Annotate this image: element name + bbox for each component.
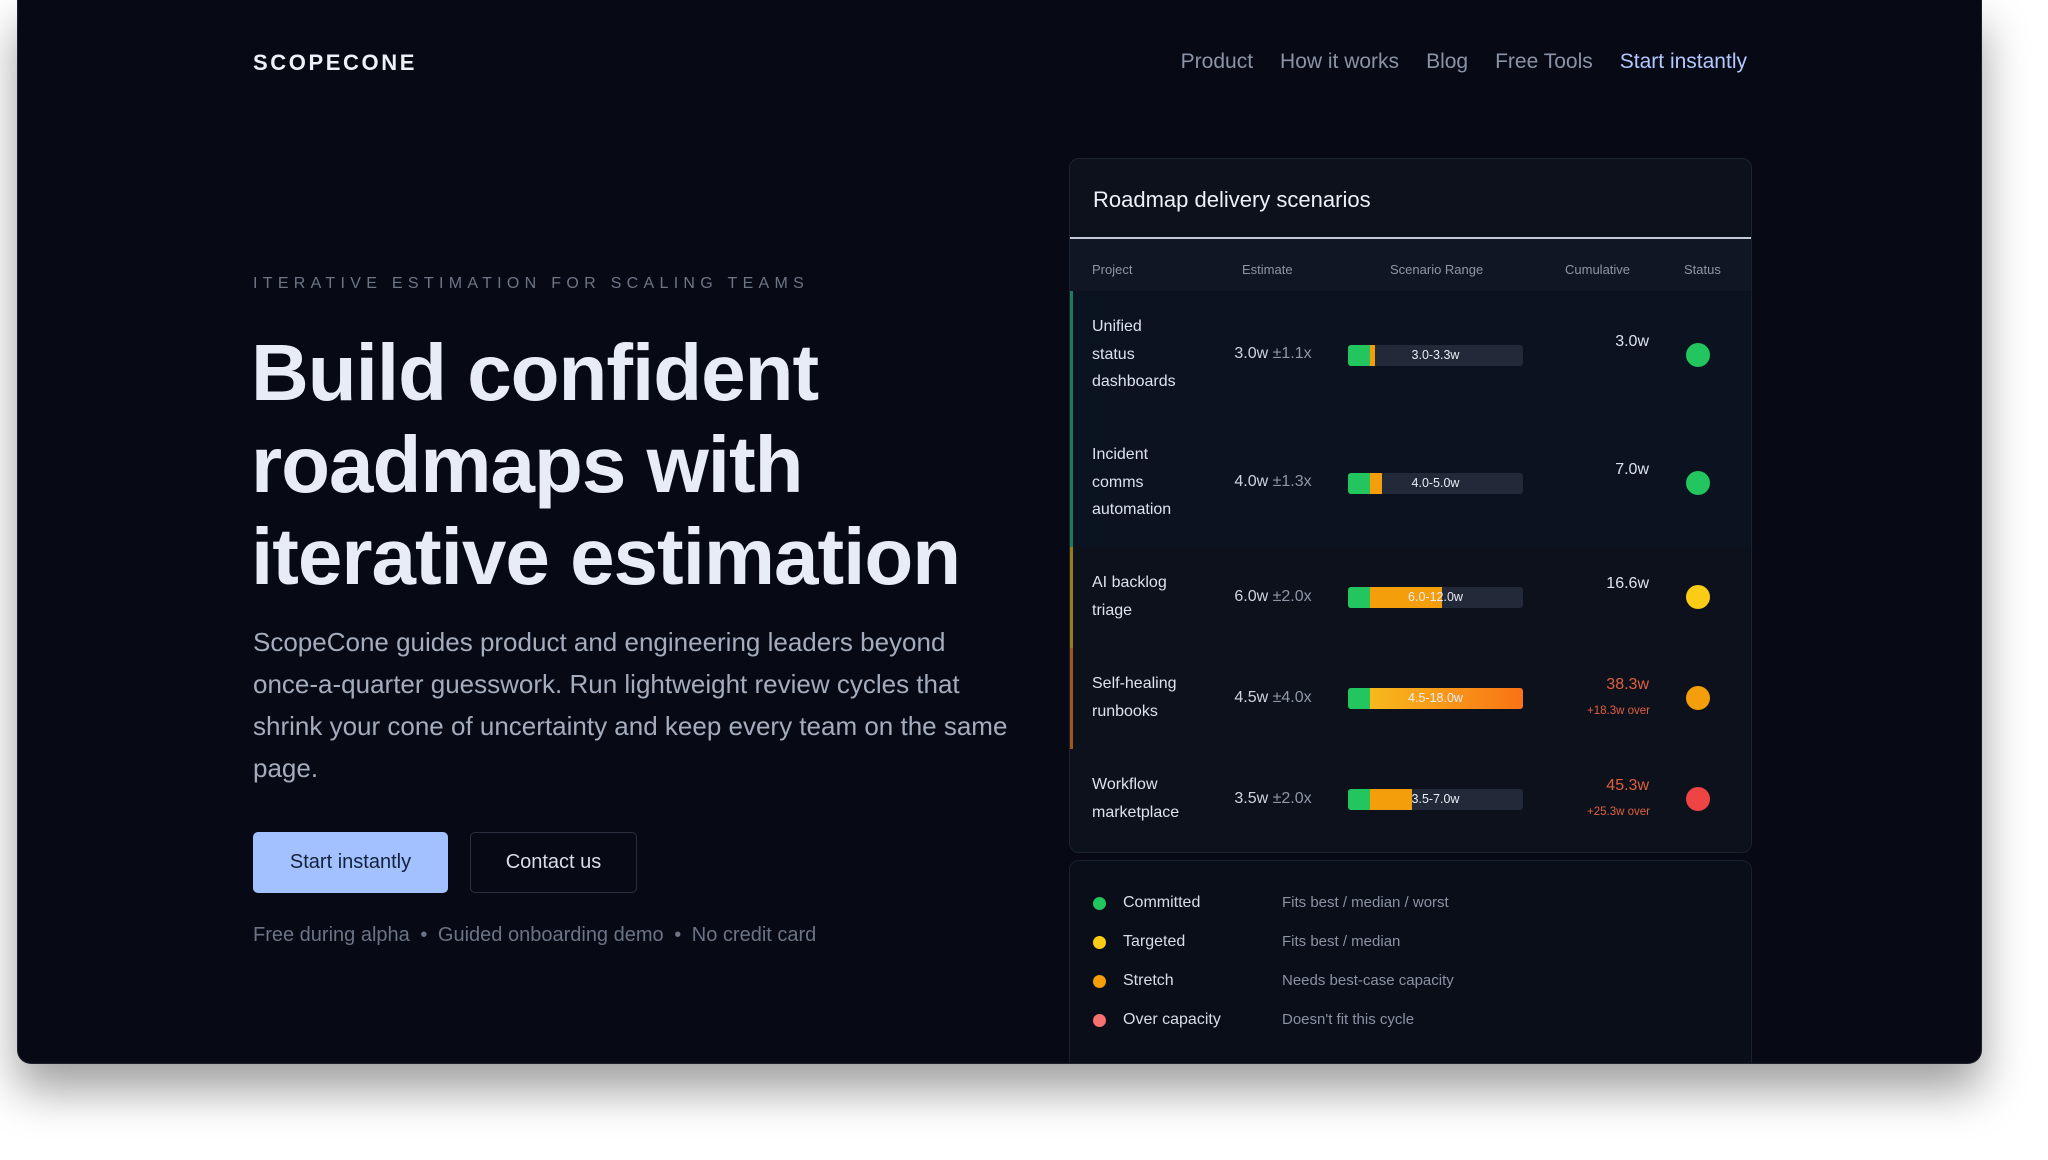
row-accent [1070,547,1073,648]
status-indicator [1686,471,1710,495]
scenario-range-bar: 4.0-5.0w [1348,473,1523,494]
range-best-segment [1348,789,1370,810]
scenario-range-bar: 3.0-3.3w [1348,345,1523,366]
note-no-credit-card: No credit card [691,924,817,946]
legend-dot [1093,936,1106,949]
scenario-range-bar: 3.5-7.0w [1348,789,1523,810]
nav-link-blog[interactable]: Blog [1426,50,1469,73]
column-header-cumulative: Cumulative [1565,262,1631,277]
range-label: 4.5-18.0w [1408,691,1463,705]
range-label: 3.0-3.3w [1411,348,1460,362]
cumulative-value: 38.3w [1606,676,1649,693]
legend-dot [1093,897,1106,910]
hero-eyebrow: ITERATIVE ESTIMATION FOR SCALING TEAMS [253,275,810,292]
status-indicator [1686,686,1710,710]
nav-link-start-instantly[interactable]: Start instantly [1619,50,1747,73]
range-label: 4.0-5.0w [1411,476,1460,490]
range-best-segment [1348,345,1370,366]
headline-line-3: iterative estimation [251,512,961,601]
project-name: Unified status dashboards [1092,318,1176,390]
headline-line-2: roadmaps with [251,420,804,509]
status-legend: Committed Fits best / median / worst Tar… [1069,860,1752,1063]
note-separator: • [420,924,428,946]
project-name: Self-healing runbooks [1092,675,1177,720]
estimate-value: 4.0w ±1.3x [1234,473,1312,490]
estimate-value: 4.5w ±4.0x [1234,689,1312,706]
legend-item-stretch: Stretch Needs best-case capacity [1070,967,1751,995]
cumulative-value: 16.6w [1606,575,1649,592]
scenarios-panel: Roadmap delivery scenarios Project Estim… [1069,158,1752,853]
hero-intro: ScopeCone guides product and engineering… [253,627,1008,783]
table-row[interactable]: Self-healing runbooks 4.5w ±4.0x 4.5-18.… [1070,648,1751,750]
cumulative-value: 45.3w [1606,777,1649,794]
column-header-status: Status [1684,262,1721,277]
contact-us-button[interactable]: Contact us [470,832,637,893]
range-best-segment [1348,587,1370,608]
column-header-project: Project [1092,262,1133,277]
range-variance-segment [1370,473,1382,494]
column-header-estimate: Estimate [1242,262,1293,277]
nav-link-free-tools[interactable]: Free Tools [1495,50,1593,73]
scenario-range-bar: 6.0-12.0w [1348,587,1523,608]
project-name: AI backlog triage [1092,574,1167,619]
note-onboarding: Guided onboarding demo [437,924,664,946]
over-capacity-amount: +25.3w over [1587,806,1650,818]
table-header: Project Estimate Scenario Range Cumulati… [1070,239,1751,291]
range-label: 6.0-12.0w [1408,590,1463,604]
row-accent [1070,648,1073,749]
range-label: 3.5-7.0w [1411,792,1460,806]
status-indicator [1686,787,1710,811]
range-best-segment [1348,473,1370,494]
column-header-scenario-range: Scenario Range [1390,262,1484,277]
table-row[interactable]: Unified status dashboards 3.0w ±1.1x 3.0… [1070,291,1751,420]
legend-item-committed: Committed Fits best / median / worst [1070,889,1751,917]
table-row[interactable]: Workflow marketplace 3.5w ±2.0x 3.5-7.0w… [1070,749,1751,852]
range-variance-segment [1370,587,1442,608]
title-divider [1070,237,1751,239]
note-separator: • [674,924,682,946]
range-variance-segment [1370,789,1412,810]
browser-frame: SCOPECONE Product How it works Blog Free… [17,0,1982,1064]
legend-item-over-capacity: Over capacity Doesn't fit this cycle [1070,1006,1751,1034]
table-row[interactable]: AI backlog triage 6.0w ±2.0x 6.0-12.0w 1… [1070,547,1751,649]
legend-dot [1093,1014,1106,1027]
cumulative-value: 7.0w [1615,461,1649,478]
nav-link-product[interactable]: Product [1180,50,1254,73]
over-capacity-amount: +18.3w over [1587,705,1650,717]
cumulative-value: 3.0w [1615,333,1649,350]
row-accent [1070,419,1073,547]
hero-headline: Build confident roadmaps with iterative … [251,327,961,603]
range-best-segment [1348,688,1370,709]
start-instantly-button[interactable]: Start instantly [253,832,448,893]
project-name: Incident comms automation [1092,446,1172,518]
status-indicator [1686,343,1710,367]
range-variance-segment [1370,345,1375,366]
project-name: Workflow marketplace [1092,776,1180,821]
estimate-value: 6.0w ±2.0x [1234,588,1312,605]
nav-link-how-it-works[interactable]: How it works [1280,50,1400,73]
brand-logo[interactable]: SCOPECONE [253,50,417,75]
estimate-value: 3.5w ±2.0x [1234,790,1312,807]
scenario-range-bar: 4.5-18.0w [1348,688,1523,709]
table-row[interactable]: Incident comms automation 4.0w ±1.3x 4.0… [1070,419,1751,548]
row-accent [1070,291,1073,419]
note-free-alpha: Free during alpha [253,924,410,946]
headline-line-1: Build confident [251,328,819,417]
scenarios-title: Roadmap delivery scenarios [1093,187,1371,212]
top-nav: Product How it works Blog Free Tools Sta… [1181,50,1747,74]
estimate-value: 3.0w ±1.1x [1234,345,1312,362]
status-indicator [1686,585,1710,609]
range-variance-segment [1370,688,1523,709]
legend-dot [1093,975,1106,988]
hero-note: Free during alpha • Guided onboarding de… [253,924,816,947]
legend-item-targeted: Targeted Fits best / median [1070,928,1751,956]
